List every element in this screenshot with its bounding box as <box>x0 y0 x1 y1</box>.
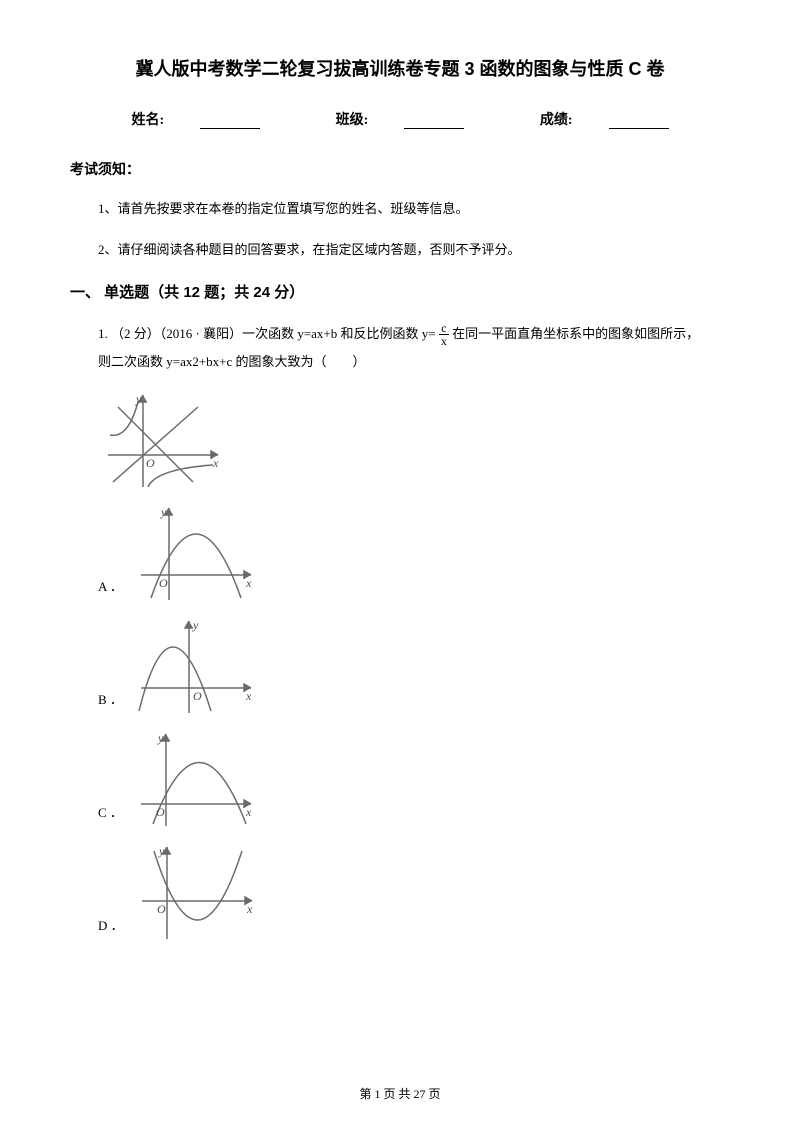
svg-text:O: O <box>193 689 202 703</box>
option-c-row: C ． y x O <box>98 726 730 831</box>
svg-text:x: x <box>245 576 252 590</box>
option-b-graph: y x O <box>131 613 261 718</box>
notice-heading: 考试须知： <box>70 159 730 179</box>
svg-text:x: x <box>212 456 219 470</box>
option-d-row: D ． y x O <box>98 839 730 944</box>
q1-suffix1: 在同一平面直角坐标系中的图象如图所示， <box>452 326 699 341</box>
svg-text:y: y <box>192 618 199 632</box>
svg-text:y: y <box>158 844 165 858</box>
name-underline[interactable] <box>200 115 260 129</box>
option-c-label: C ． <box>98 802 123 831</box>
question-1: 1. （2 分）（2016 · 襄阳）一次函数 y=ax+b 和反比例函数 y=… <box>98 320 730 377</box>
svg-text:O: O <box>146 456 155 470</box>
option-d-label: D ． <box>98 915 124 944</box>
option-a-graph: y x O <box>131 500 261 605</box>
svg-text:O: O <box>159 576 168 590</box>
name-field: 姓名: <box>113 113 281 128</box>
svg-text:O: O <box>157 902 166 916</box>
page-footer: 第 1 页 共 27 页 <box>0 1085 800 1102</box>
class-label: 班级: <box>336 113 369 128</box>
q1-prefix: 1. （2 分）（2016 · 襄阳）一次函数 y=ax+b 和反比例函数 y= <box>98 326 439 341</box>
option-c-graph: y x O <box>131 726 261 831</box>
reference-graph: y x O <box>98 387 228 492</box>
page-title: 冀人版中考数学二轮复习拔高训练卷专题 3 函数的图象与性质 C 卷 <box>70 55 730 81</box>
svg-text:y: y <box>135 392 142 406</box>
option-a-label: A ． <box>98 576 123 605</box>
svg-text:O: O <box>156 805 165 819</box>
class-underline[interactable] <box>404 115 464 129</box>
frac-denominator: x <box>439 335 449 347</box>
notice-item-1: 1、请首先按要求在本卷的指定位置填写您的姓名、班级等信息。 <box>98 199 730 220</box>
section-heading: 一、 单选题（共 12 题；共 24 分） <box>70 281 730 302</box>
svg-text:y: y <box>157 731 164 745</box>
class-field: 班级: <box>318 113 486 128</box>
svg-text:x: x <box>245 805 252 819</box>
option-d-graph: y x O <box>132 839 262 944</box>
option-a-row: A ． y x O <box>98 500 730 605</box>
fraction-c-x: c x <box>439 322 449 347</box>
option-b-row: B ． y x O <box>98 613 730 718</box>
option-b-label: B ． <box>98 689 123 718</box>
svg-text:x: x <box>246 902 253 916</box>
score-field: 成绩: <box>522 113 687 128</box>
score-underline[interactable] <box>609 115 669 129</box>
reference-graph-row: y x O <box>98 387 730 492</box>
svg-text:x: x <box>245 689 252 703</box>
q1-line2: 则二次函数 y=ax2+bx+c 的图象大致为（ ） <box>98 354 366 369</box>
notice-item-2: 2、请仔细阅读各种题目的回答要求，在指定区域内答题，否则不予评分。 <box>98 240 730 261</box>
figures-container: y x O A ． y x O B ． <box>98 387 730 944</box>
form-row: 姓名: 班级: 成绩: <box>70 109 730 129</box>
name-label: 姓名: <box>131 113 164 128</box>
svg-text:y: y <box>160 505 167 519</box>
score-label: 成绩: <box>540 113 573 128</box>
